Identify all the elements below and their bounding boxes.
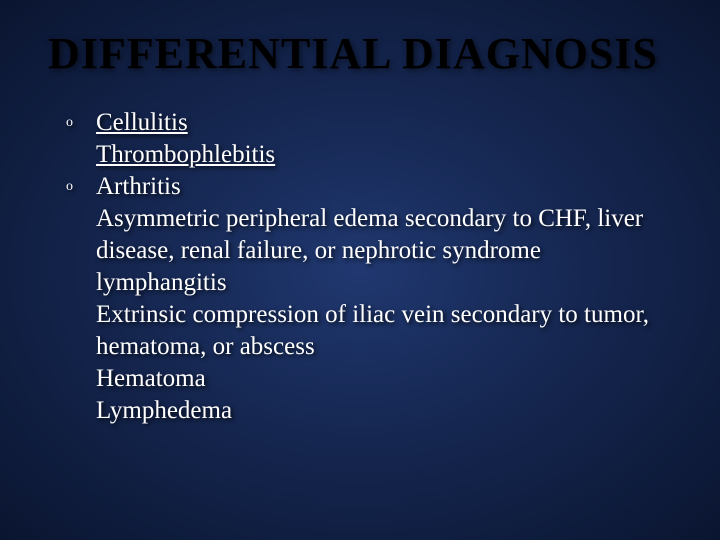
slide-title: DIFFERENTIAL DIAGNOSIS xyxy=(48,28,672,79)
list-item: Asymmetric peripheral edema secondary to… xyxy=(66,203,672,267)
list-item: Thrombophlebitis xyxy=(66,139,672,171)
list-item-text: lymphangitis xyxy=(96,269,227,296)
list-item-text: Extrinsic compression of iliac vein seco… xyxy=(96,301,649,360)
list-item: o Arthritis xyxy=(66,171,672,203)
list-item: o Cellulitis xyxy=(66,107,672,139)
list-item: lymphangitis xyxy=(66,267,672,299)
list-item-text: Asymmetric peripheral edema secondary to… xyxy=(96,205,643,264)
list-item-text: Arthritis xyxy=(96,173,181,200)
bullet-marker: o xyxy=(66,171,96,203)
slide: DIFFERENTIAL DIAGNOSIS o Cellulitis Thro… xyxy=(0,0,720,540)
list-item-text: Lymphedema xyxy=(96,397,232,424)
list-item-text: Thrombophlebitis xyxy=(96,141,275,168)
slide-content: o Cellulitis Thrombophlebitis o Arthriti… xyxy=(48,107,672,427)
list-item-text: Cellulitis xyxy=(96,109,188,136)
list-item: Extrinsic compression of iliac vein seco… xyxy=(66,299,672,363)
bullet-marker: o xyxy=(66,107,96,139)
list-item-text: Hematoma xyxy=(96,365,206,392)
list-item: Hematoma xyxy=(66,363,672,395)
list-item: Lymphedema xyxy=(66,395,672,427)
